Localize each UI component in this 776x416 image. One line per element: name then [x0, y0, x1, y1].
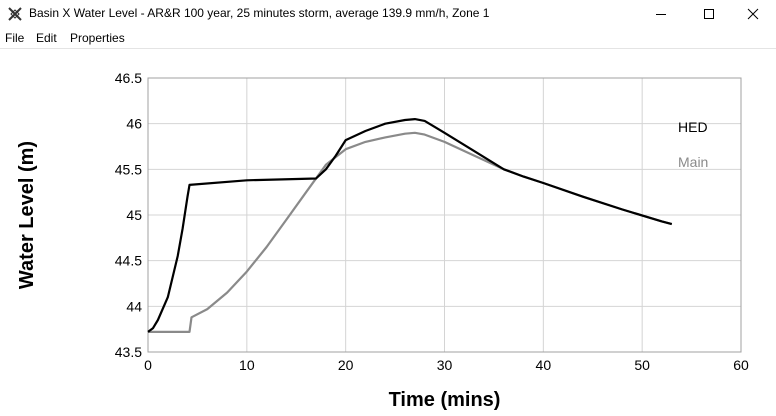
x-tick-label: 20 [338, 357, 354, 373]
app-icon [8, 7, 22, 21]
minimize-button[interactable] [638, 0, 684, 28]
menu-file[interactable]: File [5, 31, 25, 45]
series-line-hed [147, 118, 673, 333]
x-tick-label: 40 [536, 357, 552, 373]
legend-label-hed: HED [678, 119, 708, 135]
menu-edit[interactable]: Edit [36, 31, 57, 45]
plot-frame [147, 77, 742, 353]
menu-properties[interactable]: Properties [70, 31, 125, 45]
x-tick-label: 30 [437, 357, 453, 373]
y-tick-label: 45 [126, 207, 142, 223]
close-button[interactable] [730, 0, 776, 28]
y-tick-label: 46 [126, 116, 142, 132]
x-axis-title: Time (mins) [389, 389, 501, 411]
maximize-icon [704, 9, 714, 19]
menu-bar: File Edit Properties [0, 28, 776, 49]
x-tick-label: 50 [634, 357, 650, 373]
maximize-button[interactable] [686, 0, 732, 28]
window-title: Basin X Water Level - AR&R 100 year, 25 … [29, 6, 490, 20]
y-tick-label: 43.5 [115, 344, 142, 360]
close-icon [747, 8, 759, 20]
water-level-chart: 0 10 20 30 40 50 60 43.5 44 44.5 45 45.5 46 46.5 Time … [16, 70, 749, 411]
x-tick-label: 0 [144, 357, 152, 373]
y-tick-label: 44.5 [115, 253, 142, 269]
legend-label-main: Main [678, 154, 708, 170]
x-tick-label: 60 [733, 357, 749, 373]
title-bar: Basin X Water Level - AR&R 100 year, 25 … [0, 0, 776, 28]
y-tick-label: 45.5 [115, 161, 142, 177]
y-axis-title: Water Level (m) [16, 141, 38, 289]
x-tick-label: 10 [239, 357, 255, 373]
y-tick-label: 44 [126, 298, 142, 314]
y-tick-label: 46.5 [115, 70, 142, 86]
minimize-icon [656, 14, 666, 15]
